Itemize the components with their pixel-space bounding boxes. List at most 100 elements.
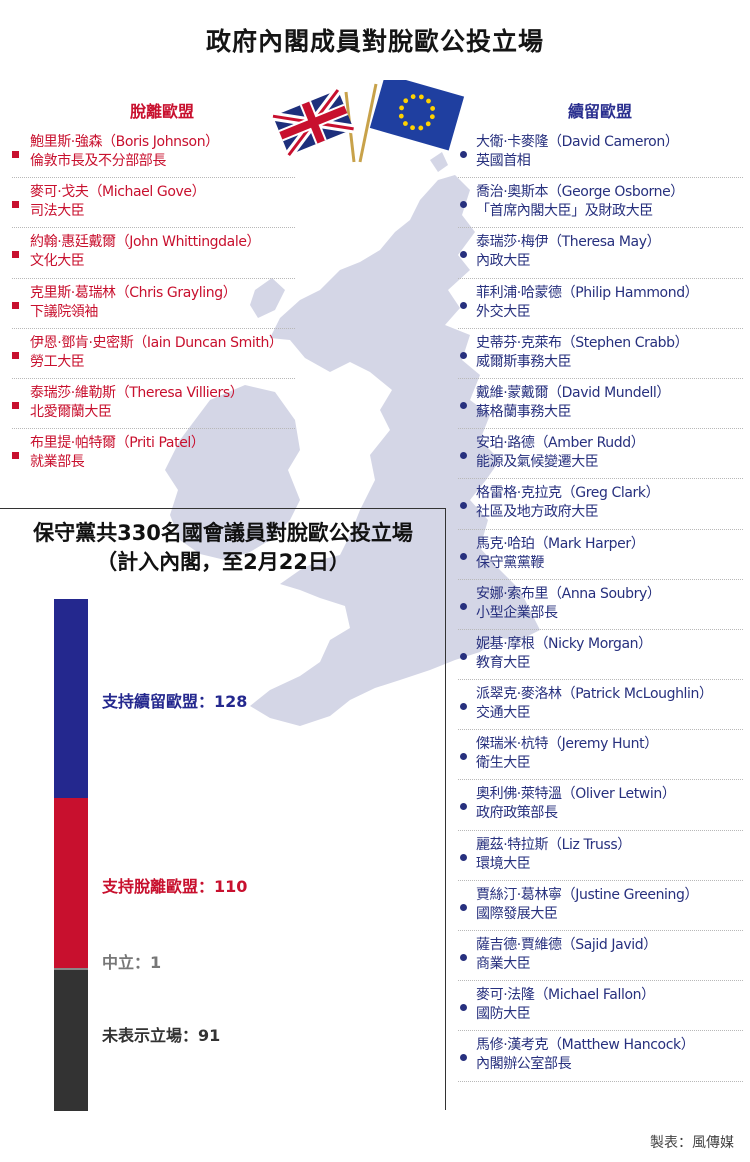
leave-member: 伊恩·鄧肯·史密斯（Iain Duncan Smith） 勞工大臣 — [12, 329, 295, 379]
member-name: 麥可·法隆（Michael Fallon） — [476, 987, 655, 1004]
leave-member: 鮑里斯·強森（Boris Johnson） 倫敦市長及不分部部長 — [12, 128, 295, 179]
round-bullet-icon — [460, 151, 467, 158]
member-name: 伊恩·鄧肯·史密斯（Iain Duncan Smith） — [30, 334, 283, 351]
member-role: 國際發展大臣 — [476, 905, 558, 922]
member-role: 北愛爾蘭大臣 — [30, 403, 112, 420]
member-name: 薩吉德·賈維德（Sajid Javid） — [476, 937, 657, 953]
round-bullet-icon — [460, 301, 467, 309]
remain-member: 戴維·蒙戴爾（David Mundell） 蘇格蘭事務大臣 — [458, 379, 743, 430]
leave-heading: 脫離歐盟 — [130, 102, 195, 121]
page-title: 政府內閣成員對脫歐公投立場 — [205, 27, 544, 56]
flags-graphic — [272, 80, 465, 163]
member-role: 能源及氣候變遷大臣 — [476, 454, 599, 471]
bar-segment-label: 支持續留歐盟：128 — [102, 692, 248, 712]
bar-segment — [54, 599, 88, 798]
member-role: 司法大臣 — [30, 203, 85, 220]
member-name: 馬修·漢考克（Matthew Hancock） — [476, 1037, 695, 1054]
member-name: 菲利浦·哈蒙德（Philip Hammond） — [476, 284, 699, 301]
bar-segment — [54, 797, 88, 969]
round-bullet-icon — [460, 652, 467, 660]
member-name: 麗茲·特拉斯（Liz Truss） — [476, 836, 631, 853]
member-name: 奧利佛·萊特溫（Oliver Letwin） — [476, 786, 676, 803]
member-name: 史蒂芬·克萊布（Stephen Crabb） — [476, 334, 689, 351]
chart-subtitle: （計入內閣，至2月22日） — [96, 550, 350, 574]
round-bullet-icon — [460, 753, 467, 761]
remain-member: 格雷格·克拉克（Greg Clark） 社區及地方政府大臣 — [458, 479, 743, 530]
member-name: 布里提·帕特爾（Priti Patel） — [30, 435, 205, 452]
credit-text: 製表：風傳媒 — [650, 1135, 734, 1151]
leave-member: 麥可·戈夫（Michael Gove） 司法大臣 — [12, 178, 295, 229]
member-name: 約翰·惠廷戴爾（John Whittingdale） — [30, 234, 261, 251]
remain-heading: 續留歐盟 — [568, 102, 633, 121]
member-name: 傑瑞米·杭特（Jeremy Hunt） — [476, 736, 658, 753]
member-role: 外交大臣 — [476, 303, 531, 320]
member-role: 倫敦市長及不分部部長 — [30, 153, 166, 169]
round-bullet-icon — [460, 552, 467, 560]
member-name: 派翠克·麥洛林（Patrick McLoughlin） — [476, 686, 713, 703]
remain-member: 派翠克·麥洛林（Patrick McLoughlin） 交通大臣 — [458, 680, 743, 731]
member-name: 大衛·卡麥隆（David Cameron） — [476, 134, 679, 150]
round-bullet-icon — [460, 803, 467, 811]
member-name: 妮基·摩根（Nicky Morgan） — [476, 635, 652, 652]
member-name: 克里斯·葛瑞林（Chris Grayling） — [30, 284, 237, 301]
leave-member: 約翰·惠廷戴爾（John Whittingdale） 文化大臣 — [12, 228, 295, 279]
square-bullet-icon — [12, 201, 19, 209]
hebrides-shape — [250, 278, 285, 318]
remain-member: 馬修·漢考克（Matthew Hancock） 內閣辦公室部長 — [458, 1031, 743, 1082]
round-bullet-icon — [460, 954, 467, 961]
round-bullet-icon — [460, 401, 467, 409]
member-role: 商業大臣 — [476, 956, 531, 972]
square-bullet-icon — [12, 452, 19, 460]
bar-segment — [54, 968, 88, 970]
member-role: 小型企業部長 — [476, 604, 558, 621]
bar-segment-label: 中立：1 — [102, 953, 162, 973]
member-role: 保守黨黨鞭 — [476, 554, 544, 571]
chart-title: 保守黨共330名國會議員對脫歐公投立場 — [33, 521, 413, 545]
bar-segment — [54, 969, 88, 1111]
member-role: 政府政策部長 — [476, 805, 558, 822]
member-role: 蘇格蘭事務大臣 — [476, 403, 572, 420]
member-role: 「首席內閣大臣」及財政大臣 — [476, 203, 653, 220]
member-name: 格雷格·克拉克（Greg Clark） — [476, 485, 660, 502]
bar-segment-label: 支持脫離歐盟：110 — [102, 876, 248, 896]
square-bullet-icon — [12, 251, 19, 259]
leave-member: 克里斯·葛瑞林（Chris Grayling） 下議院領袖 — [12, 279, 295, 329]
remain-member: 薩吉德·賈維德（Sajid Javid） 商業大臣 — [458, 931, 743, 982]
round-bullet-icon — [460, 251, 467, 259]
member-role: 交通大臣 — [476, 705, 531, 722]
round-bullet-icon — [460, 903, 467, 911]
round-bullet-icon — [460, 1004, 467, 1012]
round-bullet-icon — [460, 452, 467, 460]
square-bullet-icon — [12, 301, 19, 309]
stance-chart-panel: 保守黨共330名國會議員對脫歐公投立場 （計入內閣，至2月22日） 支持續留歐盟… — [0, 508, 446, 1111]
member-name: 泰瑞莎·梅伊（Theresa May） — [476, 234, 661, 251]
remain-member: 史蒂芬·克萊布（Stephen Crabb） 威爾斯事務大臣 — [458, 329, 743, 379]
leave-member: 泰瑞莎·維勒斯（Theresa Villiers） 北愛爾蘭大臣 — [12, 379, 295, 430]
round-bullet-icon — [460, 703, 467, 711]
member-name: 馬克·哈珀（Mark Harper） — [476, 535, 645, 552]
remain-member-list: 大衛·卡麥隆（David Cameron） 英國首相 喬治·奧斯本（George … — [458, 128, 743, 1082]
uk-flag-icon — [272, 87, 355, 158]
member-name: 鮑里斯·強森（Boris Johnson） — [30, 134, 219, 150]
remain-member: 奧利佛·萊特溫（Oliver Letwin） 政府政策部長 — [458, 780, 743, 831]
remain-member: 賈絲汀·葛林寧（Justine Greening） 國際發展大臣 — [458, 881, 743, 931]
square-bullet-icon — [12, 351, 19, 359]
member-role: 環境大臣 — [476, 855, 531, 872]
remain-member: 大衛·卡麥隆（David Cameron） 英國首相 — [458, 128, 743, 179]
member-role: 威爾斯事務大臣 — [476, 353, 572, 370]
remain-member: 菲利浦·哈蒙德（Philip Hammond） 外交大臣 — [458, 279, 743, 329]
member-role: 就業部長 — [30, 454, 85, 471]
remain-member: 安娜·索布里（Anna Soubry） 小型企業部長 — [458, 580, 743, 630]
remain-member: 喬治·奧斯本（George Osborne） 「首席內閣大臣」及財政大臣 — [458, 178, 743, 229]
round-bullet-icon — [460, 201, 467, 209]
member-role: 下議院領袖 — [30, 303, 98, 320]
member-role: 內閣辦公室部長 — [476, 1056, 572, 1073]
great-britain-shape — [250, 175, 540, 726]
round-bullet-icon — [460, 853, 467, 861]
remain-member: 麗茲·特拉斯（Liz Truss） 環境大臣 — [458, 831, 743, 881]
remain-member: 傑瑞米·杭特（Jeremy Hunt） 衛生大臣 — [458, 730, 743, 781]
remain-member: 泰瑞莎·梅伊（Theresa May） 內政大臣 — [458, 228, 743, 279]
member-role: 國防大臣 — [476, 1006, 531, 1023]
remain-member: 馬克·哈珀（Mark Harper） 保守黨黨鞭 — [458, 530, 743, 580]
member-name: 安珀·路德（Amber Rudd） — [476, 435, 645, 452]
